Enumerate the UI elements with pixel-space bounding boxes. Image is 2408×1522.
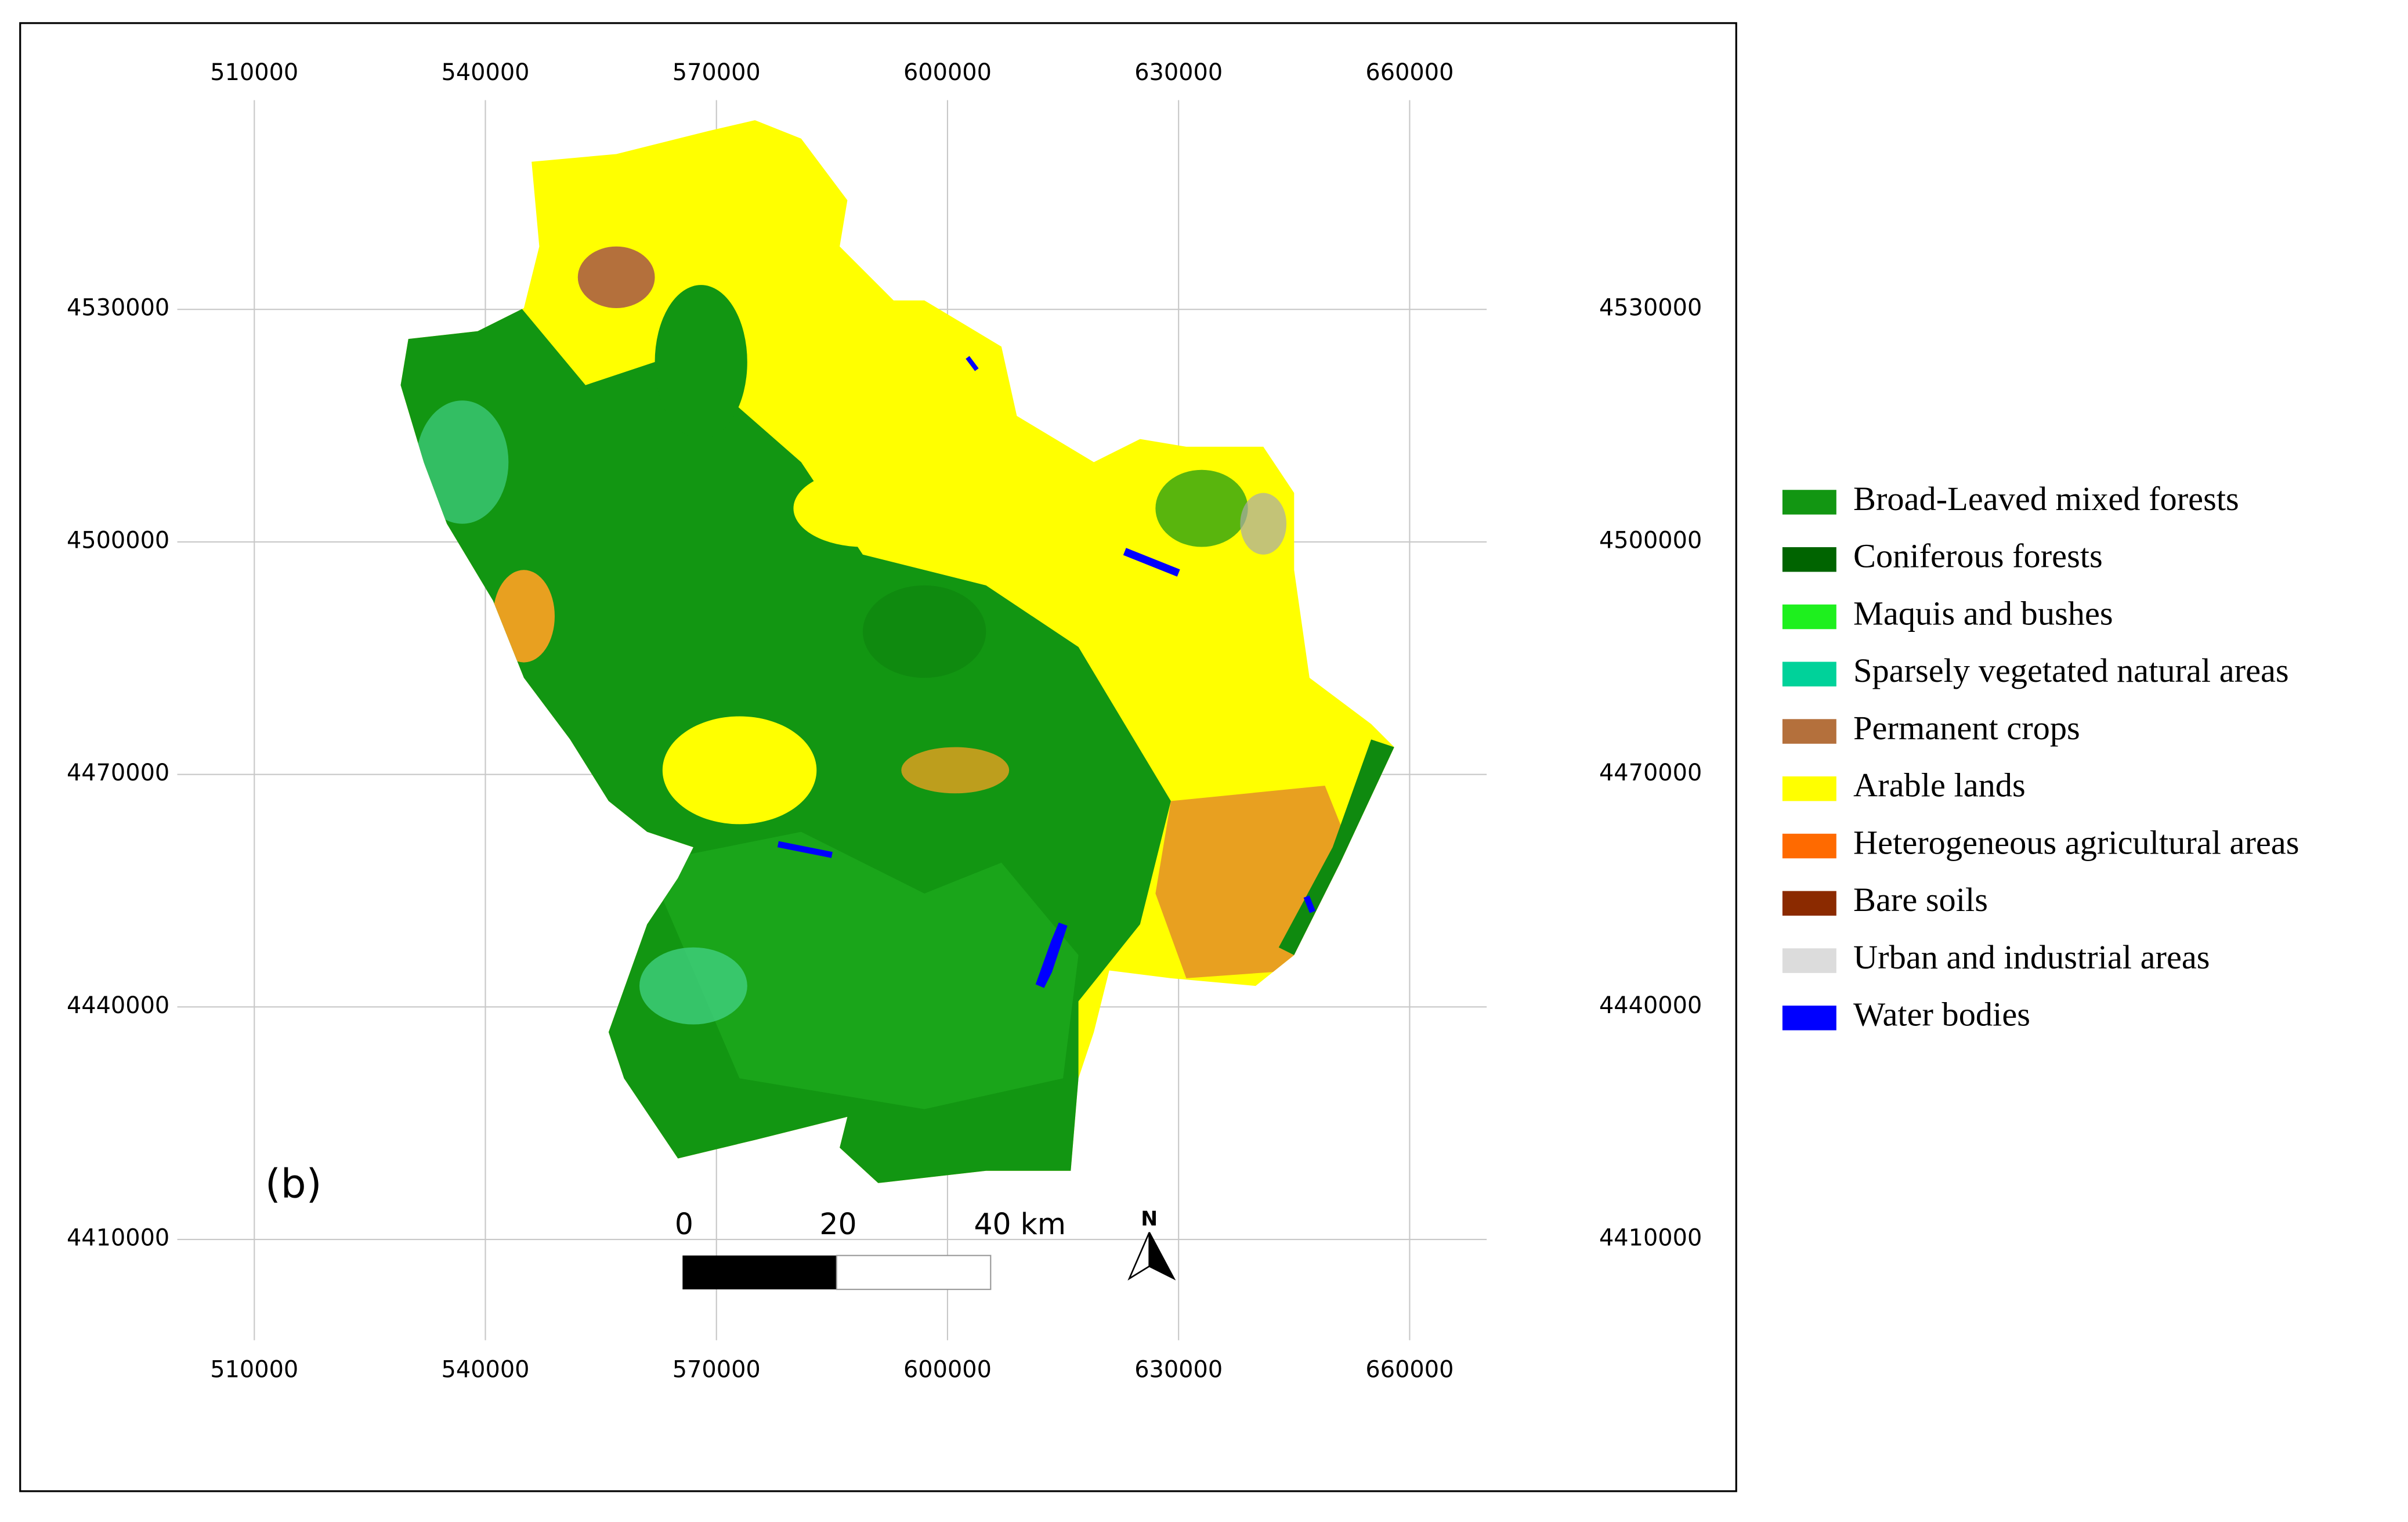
legend-label: Coniferous forests	[1853, 537, 2103, 575]
sparse	[639, 947, 747, 1025]
x-tick-label: 570000	[672, 59, 761, 86]
legend-swatch	[1782, 547, 1836, 572]
legend-swatch	[1782, 719, 1836, 744]
legend-swatch	[1782, 490, 1836, 515]
y-tick-label: 4500000	[67, 527, 169, 554]
water	[1035, 922, 1068, 988]
legend-swatch	[1782, 1006, 1836, 1031]
x-tick-label: 600000	[903, 59, 992, 86]
sparse	[416, 400, 509, 524]
y-tick-label: 4410000	[1599, 1225, 1702, 1252]
x-tick-label: 510000	[210, 1356, 298, 1383]
legend-label: Arable lands	[1853, 767, 2026, 804]
legend-swatch	[1782, 833, 1836, 859]
x-tick-label: 510000	[210, 59, 298, 86]
panel-label: (b)	[265, 1161, 322, 1207]
legend-label: Sparsely vegetated natural areas	[1853, 652, 2289, 689]
heterogeneous	[901, 747, 1010, 794]
legend-label: Broad-Leaved mixed forests	[1853, 480, 2239, 518]
forest	[862, 585, 986, 678]
arable	[1155, 616, 1310, 801]
legend-label: Permanent crops	[1853, 709, 2080, 747]
x-tick-label: 630000	[1134, 1356, 1223, 1383]
legend-swatch	[1782, 776, 1836, 801]
legend-swatch	[1782, 604, 1836, 630]
water	[966, 356, 979, 371]
arable	[793, 469, 932, 547]
legend-swatch	[1782, 891, 1836, 916]
y-tick-label: 4470000	[1599, 760, 1702, 786]
y-tick-label: 4470000	[67, 760, 169, 786]
grid: 510000 510000 540000 540000 570000 570000 6000…	[67, 59, 1702, 1383]
y-tick-label: 4410000	[67, 1225, 169, 1252]
forest	[655, 285, 747, 439]
x-tick-label: 630000	[1134, 59, 1223, 86]
legend-swatch	[1782, 948, 1836, 973]
scale-label: 20	[819, 1207, 856, 1241]
y-tick-label: 4530000	[67, 295, 169, 321]
legend: Broad-Leaved mixed forests Coniferous for…	[1782, 480, 2299, 1033]
forest	[647, 832, 1079, 1109]
scale-label: 40 km	[974, 1207, 1066, 1241]
forest	[1155, 469, 1248, 547]
x-tick-label: 540000	[442, 59, 530, 86]
scale-label: 0	[675, 1207, 693, 1241]
crops	[577, 246, 655, 308]
y-tick-label: 4530000	[1599, 295, 1702, 321]
legend-label: Urban and industrial areas	[1853, 938, 2210, 976]
legend-label: Maquis and bushes	[1853, 594, 2113, 632]
x-tick-label: 570000	[672, 1356, 761, 1383]
urban	[1240, 493, 1287, 555]
arable	[662, 716, 817, 825]
y-tick-label: 4440000	[1599, 992, 1702, 1019]
legend-label: Bare soils	[1853, 881, 1988, 919]
legend-label: Water bodies	[1853, 996, 2030, 1033]
scale-bar-white	[836, 1255, 992, 1290]
scale-bar-black	[682, 1255, 837, 1290]
y-tick-label: 4500000	[1599, 527, 1702, 554]
legend-label: Heterogeneous agricultural areas	[1853, 823, 2299, 861]
water	[777, 841, 833, 858]
x-tick-label: 660000	[1365, 59, 1454, 86]
north-arrow	[1148, 1232, 1176, 1281]
x-tick-label: 660000	[1365, 1356, 1454, 1383]
x-tick-label: 600000	[903, 1356, 992, 1383]
north-label: N	[1141, 1208, 1158, 1231]
legend-swatch	[1782, 661, 1836, 687]
water	[1303, 895, 1316, 913]
x-tick-label: 540000	[442, 1356, 530, 1383]
water	[1123, 548, 1180, 577]
y-tick-label: 4440000	[67, 992, 169, 1019]
